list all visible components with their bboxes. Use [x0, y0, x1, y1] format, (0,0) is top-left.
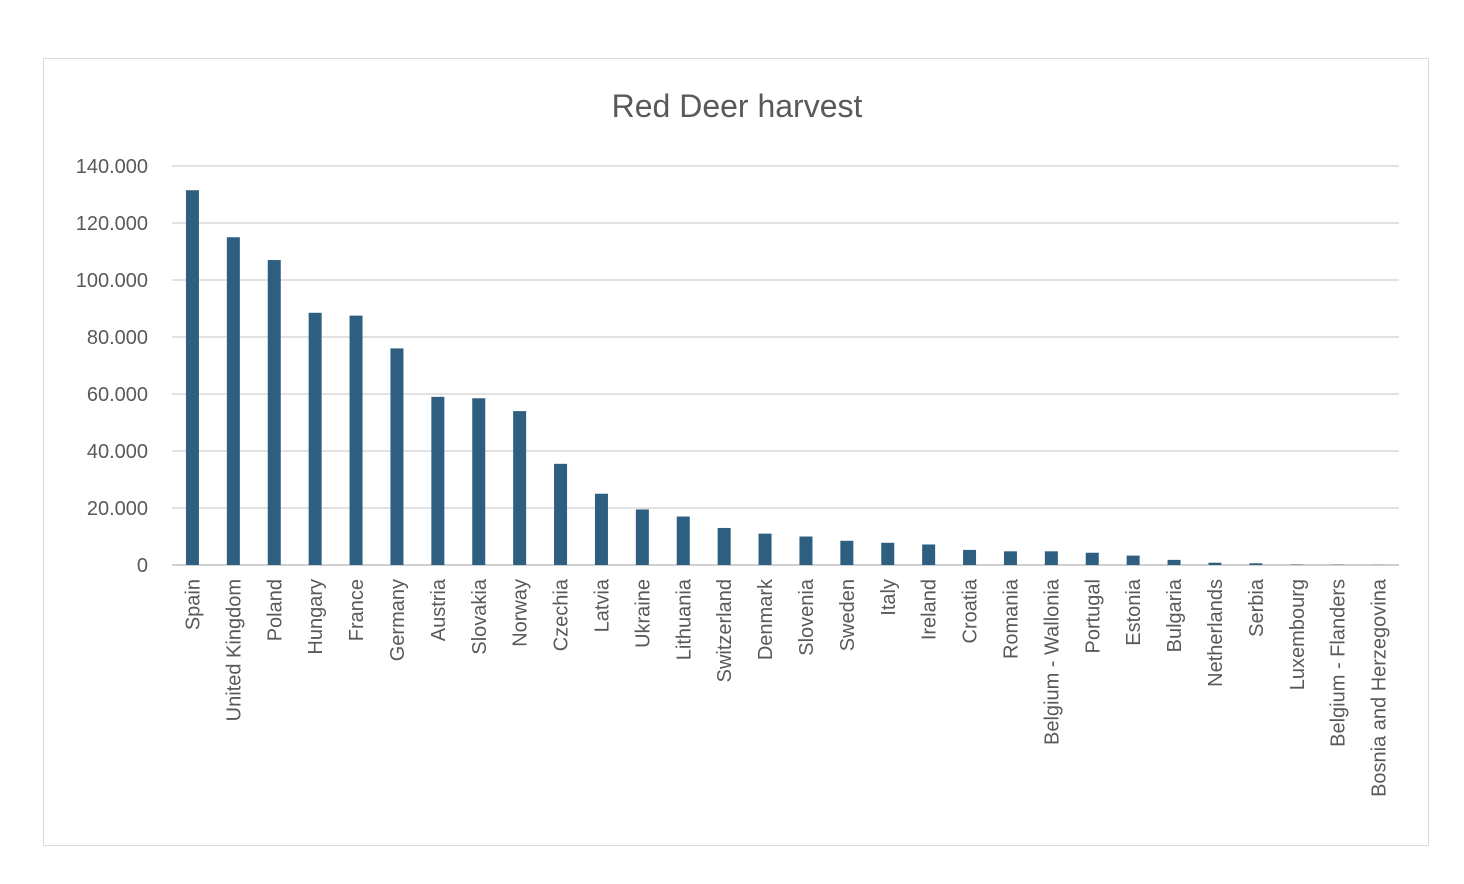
x-category-label: Poland — [264, 579, 286, 641]
x-category-label: Luxembourg — [1287, 579, 1309, 690]
x-category-label: Slovenia — [796, 578, 818, 656]
x-category-label: Italy — [878, 579, 900, 616]
x-category-label: Ireland — [919, 579, 941, 640]
bar-united-kingdom — [226, 237, 240, 565]
bar-belgium-wallonia — [1044, 551, 1058, 565]
x-category-label: Latvia — [591, 578, 613, 632]
bar-czechia — [554, 463, 568, 565]
bar-austria — [431, 396, 445, 565]
x-category-label: Lithuania — [673, 578, 695, 660]
bar-croatia — [963, 549, 977, 565]
bar-bulgaria — [1167, 559, 1181, 565]
y-tick-label: 140.000 — [76, 156, 148, 178]
bar-chart: Red Deer harvest 0 20.000 40.000 60.000 80.0… — [76, 88, 1399, 797]
bar-germany — [390, 348, 404, 565]
x-category-label: Denmark — [755, 578, 777, 660]
bar-serbia — [1249, 563, 1263, 565]
bar-ireland — [922, 544, 936, 565]
x-category-label: Belgium - Flanders — [1328, 579, 1350, 747]
bar-portugal — [1085, 552, 1099, 565]
x-category-label: Portugal — [1082, 579, 1104, 654]
bar-estonia — [1126, 555, 1140, 565]
x-category-label: Serbia — [1246, 578, 1268, 637]
bars — [185, 190, 1386, 565]
y-tick-label: 100.000 — [76, 270, 148, 292]
x-category-label: Bosnia and Herzegovina — [1369, 578, 1391, 797]
gridlines — [172, 165, 1399, 566]
y-tick-label: 20.000 — [87, 498, 148, 520]
bar-slovakia — [472, 398, 486, 565]
bar-spain — [185, 190, 199, 565]
x-category-label: Romania — [1000, 578, 1022, 659]
bar-latvia — [594, 493, 608, 565]
bar-norway — [513, 411, 527, 565]
y-tick-label: 0 — [137, 555, 148, 577]
x-category-label: United Kingdom — [223, 579, 245, 721]
bar-poland — [267, 260, 281, 565]
chart-frame: Red Deer harvest 0 20.000 40.000 60.000 80.0… — [43, 58, 1429, 846]
x-category-label: Estonia — [1123, 578, 1145, 646]
x-category-label: France — [346, 579, 368, 641]
bar-ukraine — [635, 509, 649, 565]
bar-netherlands — [1208, 562, 1222, 565]
x-category-label: Austria — [428, 578, 450, 641]
y-tick-label: 40.000 — [87, 441, 148, 463]
bar-italy — [881, 542, 895, 565]
x-category-label: Netherlands — [1205, 579, 1227, 687]
bar-hungary — [308, 312, 322, 565]
x-category-label: Hungary — [305, 579, 327, 655]
x-category-label: Czechia — [551, 578, 573, 651]
y-tick-label: 80.000 — [87, 327, 148, 349]
x-category-label: Switzerland — [714, 579, 736, 682]
bar-slovenia — [799, 536, 813, 565]
x-category-label: Spain — [182, 579, 204, 630]
bar-lithuania — [676, 516, 690, 565]
x-category-label: Croatia — [960, 578, 982, 643]
x-category-label: Bulgaria — [1164, 578, 1186, 652]
bar-denmark — [758, 533, 772, 565]
bar-france — [349, 315, 363, 565]
bar-switzerland — [717, 527, 731, 565]
y-axis-tick-labels: 0 20.000 40.000 60.000 80.000 100.000 120.000 1… — [76, 156, 148, 577]
x-category-label: Slovakia — [469, 578, 491, 654]
y-tick-label: 120.000 — [76, 213, 148, 235]
x-category-label: Norway — [510, 579, 532, 647]
x-category-label: Germany — [387, 579, 409, 661]
x-category-label: Belgium - Wallonia — [1041, 578, 1063, 745]
y-tick-label: 60.000 — [87, 384, 148, 406]
bar-romania — [1003, 551, 1017, 565]
x-category-label: Ukraine — [632, 579, 654, 648]
x-category-label: Sweden — [837, 579, 859, 651]
x-axis-category-labels: Spain United Kingdom Poland Hungary France Ge… — [182, 578, 1390, 797]
bar-sweden — [840, 540, 854, 565]
chart-title: Red Deer harvest — [612, 88, 863, 124]
